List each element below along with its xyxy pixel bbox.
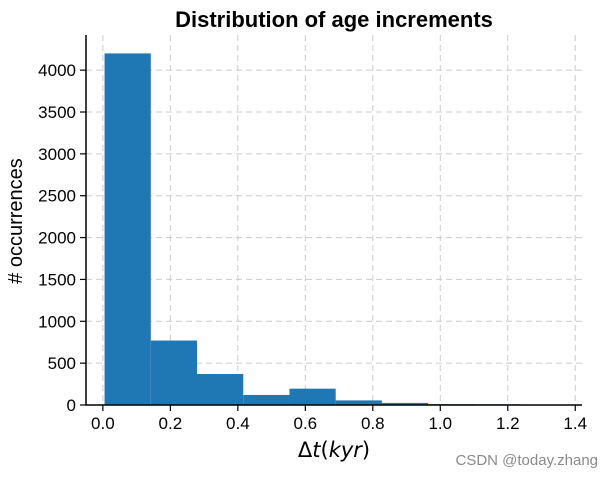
x-label-unit: kyr [329, 438, 364, 462]
x-label-open-paren: ( [320, 438, 328, 462]
histogram-bar [197, 374, 244, 405]
y-tick-label: 3000 [38, 145, 76, 164]
x-tick-label: 1.0 [428, 414, 452, 433]
y-tick-label: 1500 [38, 270, 76, 289]
x-label-variable: t [312, 438, 321, 462]
y-tick-label: 4000 [38, 61, 76, 80]
y-tick-label: 0 [67, 396, 76, 415]
chart-title: Distribution of age increments [175, 7, 493, 32]
y-tick-label: 3500 [38, 103, 76, 122]
x-tick-label: 0.8 [361, 414, 385, 433]
y-tick-label: 1000 [38, 312, 76, 331]
axes [85, 35, 582, 406]
x-axis-ticks: 0.0 0.2 0.4 0.6 0.8 1.0 1.2 1.4 [91, 405, 587, 433]
x-tick-label: 1.2 [496, 414, 520, 433]
y-axis-ticks: 0 500 1000 1500 2000 2500 3000 3500 4000 [38, 61, 86, 415]
x-tick-label: 0.0 [91, 414, 115, 433]
y-tick-label: 2000 [38, 229, 76, 248]
y-axis-label: # occurrences [5, 158, 27, 284]
y-tick-label: 2500 [38, 187, 76, 206]
x-tick-label: 0.4 [226, 414, 250, 433]
histogram-bar [104, 53, 151, 405]
histogram-bars [104, 53, 567, 405]
histogram-bar [150, 340, 198, 405]
x-label-delta: Δ [298, 438, 313, 462]
x-tick-label: 0.6 [293, 414, 317, 433]
x-label-close-paren: ) [362, 438, 370, 462]
histogram-bar [289, 388, 336, 405]
x-axis-label: Δt(kyr) [298, 438, 370, 462]
histogram-bar [381, 402, 429, 405]
x-tick-label: 0.2 [159, 414, 183, 433]
x-tick-label: 1.4 [563, 414, 587, 433]
histogram-bar [335, 400, 382, 405]
histogram-bar [243, 394, 290, 405]
y-tick-label: 500 [48, 354, 76, 373]
watermark: CSDN @today.zhang [455, 452, 598, 469]
